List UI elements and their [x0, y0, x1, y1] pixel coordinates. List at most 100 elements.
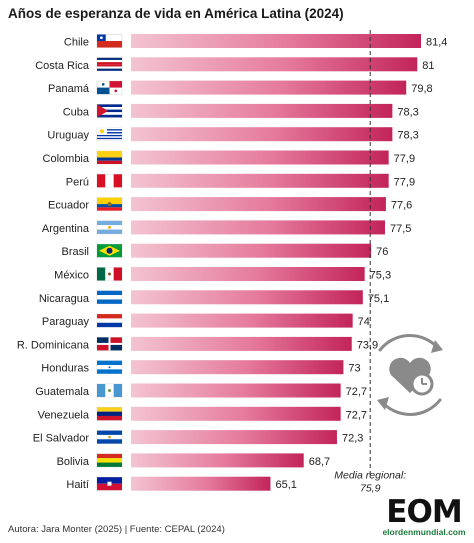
bar-row: Costa Rica 81 [35, 57, 435, 72]
value-label: 74 [358, 316, 370, 328]
bar-row: México 75,3 [54, 267, 391, 282]
bar-row: Guatemala 72,7 [35, 383, 367, 398]
bar [131, 430, 337, 445]
haiti-flag-icon [96, 476, 123, 491]
value-label: 79,8 [411, 83, 432, 95]
bar [131, 220, 385, 235]
bar-row: Nicaragua 75,1 [39, 290, 389, 305]
value-label: 68,7 [309, 456, 330, 468]
value-label: 77,9 [394, 176, 415, 188]
bar [131, 197, 386, 212]
category-label: Haití [66, 479, 89, 491]
value-label: 65,1 [275, 479, 296, 491]
bar-row: R. Dominicana 73,9 [17, 336, 378, 351]
bar-row: Ecuador 77,6 [48, 197, 412, 212]
paraguay-flag-icon [96, 313, 123, 328]
eom-logo: EOM elordenmundial.com [380, 496, 468, 540]
brazil-flag-icon [96, 243, 123, 258]
regional-mean-value: 75,9 [360, 483, 381, 495]
value-label: 75,3 [370, 270, 391, 282]
bar [131, 150, 389, 165]
bar-row: Panamá 79,8 [48, 80, 433, 95]
category-label: México [54, 270, 89, 282]
bar [131, 476, 271, 491]
costa-rica-flag-icon [96, 57, 123, 72]
category-label: Brasil [61, 246, 89, 258]
bar-row: Venezuela 72,7 [38, 406, 367, 421]
regional-mean-label: Media regional: [334, 470, 406, 482]
logo-mark: EOM [386, 494, 462, 530]
value-label: 75,1 [368, 293, 389, 305]
bar [131, 243, 372, 258]
bar-row: Brasil 76 [61, 243, 388, 258]
bar-row: Perú 77,9 [66, 173, 415, 188]
category-label: R. Dominicana [17, 339, 90, 351]
category-label: Chile [64, 37, 89, 49]
bar [131, 360, 344, 375]
category-label: Uruguay [47, 130, 89, 142]
bar [131, 34, 421, 48]
bar [131, 267, 365, 281]
dominican-republic-flag-icon [96, 337, 123, 351]
bar [131, 406, 341, 421]
venezuela-flag-icon [96, 407, 123, 421]
value-label: 72,7 [346, 386, 367, 398]
logo-site: elordenmundial.com [382, 527, 466, 537]
category-label: Argentina [42, 223, 90, 235]
category-label: Guatemala [35, 386, 90, 398]
bar [131, 313, 353, 328]
uruguay-flag-icon [96, 127, 123, 141]
bar [131, 57, 418, 72]
bar [131, 103, 393, 118]
bar-row: El Salvador 72,3 [33, 430, 363, 445]
bar [131, 127, 393, 142]
bar [131, 383, 341, 398]
category-label: Panamá [48, 83, 90, 95]
bar-row: Bolivia 68,7 [57, 453, 330, 468]
source-footer: Autora: Jara Monter (2025) | Fuente: CEP… [8, 524, 225, 535]
guatemala-flag-icon [96, 383, 123, 398]
bar [131, 290, 363, 305]
category-label: Perú [66, 176, 89, 188]
el-salvador-flag-icon [96, 430, 123, 444]
value-label: 73 [348, 363, 360, 375]
category-label: Costa Rica [35, 60, 90, 72]
bar-row: Cuba 78,3 [63, 103, 419, 118]
chile-flag-icon [96, 34, 123, 48]
bar-row: Honduras 73 [41, 360, 361, 375]
value-label: 77,9 [394, 153, 415, 165]
value-label: 77,6 [391, 200, 412, 212]
argentina-flag-icon [96, 220, 123, 235]
value-label: 77,5 [390, 223, 411, 235]
heart-clock-cycle-icon [377, 334, 443, 416]
category-label: Honduras [41, 363, 89, 375]
colombia-flag-icon [96, 150, 123, 165]
category-label: Paraguay [42, 316, 90, 328]
value-label: 81,4 [426, 37, 447, 49]
bar-row: Uruguay 78,3 [47, 127, 419, 142]
bar-row: Chile 81,4 [64, 34, 447, 49]
peru-flag-icon [96, 174, 123, 188]
bolivia-flag-icon [96, 453, 123, 468]
honduras-flag-icon [96, 360, 123, 374]
value-label: 76 [376, 246, 388, 258]
category-label: Nicaragua [39, 293, 90, 305]
nicaragua-flag-icon [96, 290, 123, 305]
ecuador-flag-icon [96, 197, 123, 211]
chart-title: Años de esperanza de vida en América Lat… [8, 6, 344, 21]
mexico-flag-icon [96, 267, 123, 281]
bar-row: Paraguay 74 [42, 313, 370, 328]
value-label: 78,3 [397, 106, 418, 118]
bar [131, 336, 352, 351]
bar-row: Argentina 77,5 [42, 220, 411, 235]
category-label: Bolivia [57, 456, 90, 468]
category-label: Cuba [63, 106, 90, 118]
category-label: El Salvador [33, 433, 90, 445]
cuba-flag-icon [96, 104, 123, 118]
category-label: Colombia [43, 153, 90, 165]
category-label: Ecuador [48, 200, 89, 212]
bar [131, 173, 389, 188]
bar-row: Colombia 77,9 [43, 150, 415, 165]
bar [131, 453, 304, 468]
value-label: 72,3 [342, 433, 363, 445]
